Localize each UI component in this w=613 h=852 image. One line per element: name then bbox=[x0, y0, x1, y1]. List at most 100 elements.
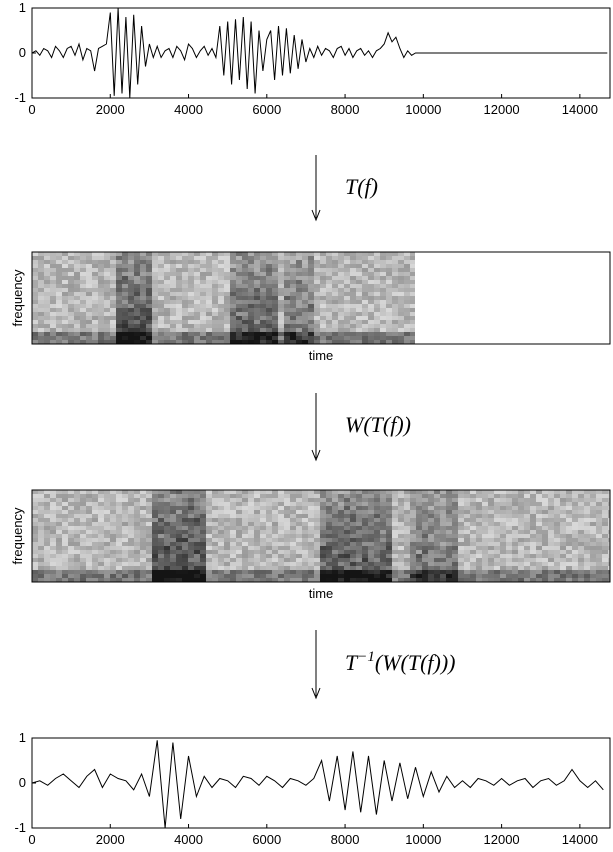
spectrogram-cell bbox=[146, 300, 152, 304]
spectrogram-cell bbox=[398, 510, 404, 514]
spectrogram-cell bbox=[368, 562, 374, 566]
spectrogram-cell bbox=[278, 284, 284, 288]
spectrogram-cell bbox=[392, 308, 398, 312]
spectrogram-cell bbox=[356, 538, 362, 542]
spectrogram-cell bbox=[188, 542, 194, 546]
spectrogram-cell bbox=[332, 340, 338, 344]
spectrogram-cell bbox=[548, 578, 554, 582]
spectrogram-cell bbox=[218, 320, 224, 324]
spectrogram-cell bbox=[362, 506, 368, 510]
spectrogram-cell bbox=[332, 522, 338, 526]
spectrogram-cell bbox=[56, 498, 62, 502]
spectrogram-cell bbox=[266, 284, 272, 288]
spectrogram-cell bbox=[110, 570, 116, 574]
spectrogram-cell bbox=[74, 554, 80, 558]
spectrogram-cell bbox=[92, 522, 98, 526]
spectrogram-cell bbox=[554, 518, 560, 522]
spectrogram-cell bbox=[134, 332, 140, 336]
spectrogram-cell bbox=[584, 522, 590, 526]
spectrogram-cell bbox=[62, 574, 68, 578]
spectrogram-cell bbox=[50, 574, 56, 578]
spectrogram-cell bbox=[140, 288, 146, 292]
spectrogram-cell bbox=[242, 312, 248, 316]
spectrogram-cell bbox=[302, 502, 308, 506]
spectrogram-cell bbox=[266, 518, 272, 522]
spectrogram-cell bbox=[602, 506, 608, 510]
spectrogram-cell bbox=[86, 526, 92, 530]
spectrogram-cell bbox=[158, 490, 164, 494]
spectrogram-cell bbox=[380, 300, 386, 304]
spectrogram-cell bbox=[530, 530, 536, 534]
spectrogram-cell bbox=[182, 308, 188, 312]
spectrogram-cell bbox=[350, 506, 356, 510]
spectrogram-cell bbox=[224, 336, 230, 340]
spectrogram-cell bbox=[266, 502, 272, 506]
spectrogram-cell bbox=[338, 252, 344, 256]
spectrogram-cell bbox=[518, 566, 524, 570]
spectrogram-cell bbox=[236, 292, 242, 296]
spectrogram-cell bbox=[494, 554, 500, 558]
spectrogram-cell bbox=[92, 490, 98, 494]
spectrogram-cell bbox=[38, 332, 44, 336]
spectrogram-cell bbox=[296, 546, 302, 550]
spectrogram-cell bbox=[596, 550, 602, 554]
spectrogram-cell bbox=[380, 320, 386, 324]
spectrogram-cell bbox=[194, 284, 200, 288]
spectrogram-cell bbox=[584, 566, 590, 570]
spectrogram-cell bbox=[170, 308, 176, 312]
spectrogram-cell bbox=[404, 570, 410, 574]
spectrogram-cell bbox=[242, 506, 248, 510]
spectrogram-cell bbox=[122, 304, 128, 308]
spectrogram-cell bbox=[128, 534, 134, 538]
spectrogram-cell bbox=[140, 296, 146, 300]
spectrogram-cell bbox=[392, 328, 398, 332]
spectrogram-cell bbox=[74, 328, 80, 332]
spectrogram-cell bbox=[134, 530, 140, 534]
spectrogram-cell bbox=[326, 494, 332, 498]
spectrogram-cell bbox=[56, 506, 62, 510]
spectrogram-cell bbox=[86, 570, 92, 574]
spectrogram-cell bbox=[566, 546, 572, 550]
spectrogram-cell bbox=[104, 284, 110, 288]
spectrogram-cell bbox=[134, 284, 140, 288]
spectrogram-cell bbox=[410, 316, 415, 320]
spectrogram-cell bbox=[494, 542, 500, 546]
spectrogram-cell bbox=[350, 534, 356, 538]
spectrogram-cell bbox=[134, 510, 140, 514]
spectrogram-cell bbox=[362, 566, 368, 570]
spectrogram-cell bbox=[182, 328, 188, 332]
spectrogram-cell bbox=[254, 530, 260, 534]
spectrogram-cell bbox=[404, 534, 410, 538]
spectrogram-cell bbox=[98, 510, 104, 514]
spectrogram-cell bbox=[290, 280, 296, 284]
spectrogram-cell bbox=[398, 530, 404, 534]
spectrogram-cell bbox=[212, 514, 218, 518]
spectrogram-cell bbox=[170, 498, 176, 502]
spectrogram-cell bbox=[152, 292, 158, 296]
spectrogram-cell bbox=[236, 304, 242, 308]
spectrogram-image bbox=[32, 252, 415, 344]
spectrogram-cell bbox=[410, 300, 415, 304]
spectrogram-cell bbox=[98, 554, 104, 558]
spectrogram-cell bbox=[254, 316, 260, 320]
spectrogram-cell bbox=[32, 554, 38, 558]
spectrogram-cell bbox=[248, 502, 254, 506]
spectrogram-cell bbox=[158, 308, 164, 312]
spectrogram-cell bbox=[146, 566, 152, 570]
spectrogram-cell bbox=[116, 264, 122, 268]
spectrogram-cell bbox=[152, 574, 158, 578]
spectrogram-cell bbox=[110, 558, 116, 562]
spectrogram-cell bbox=[218, 522, 224, 526]
spectrogram-cell bbox=[56, 526, 62, 530]
spectrogram-cell bbox=[362, 550, 368, 554]
spectrogram-cell bbox=[206, 506, 212, 510]
spectrogram-cell bbox=[236, 296, 242, 300]
spectrogram-cell bbox=[80, 328, 86, 332]
x-tick-label: 8000 bbox=[331, 832, 360, 847]
spectrogram-cell bbox=[476, 542, 482, 546]
spectrogram-cell bbox=[440, 546, 446, 550]
spectrogram-cell bbox=[86, 288, 92, 292]
spectrogram-cell bbox=[92, 542, 98, 546]
spectrogram-cell bbox=[596, 510, 602, 514]
spectrogram-cell bbox=[584, 534, 590, 538]
